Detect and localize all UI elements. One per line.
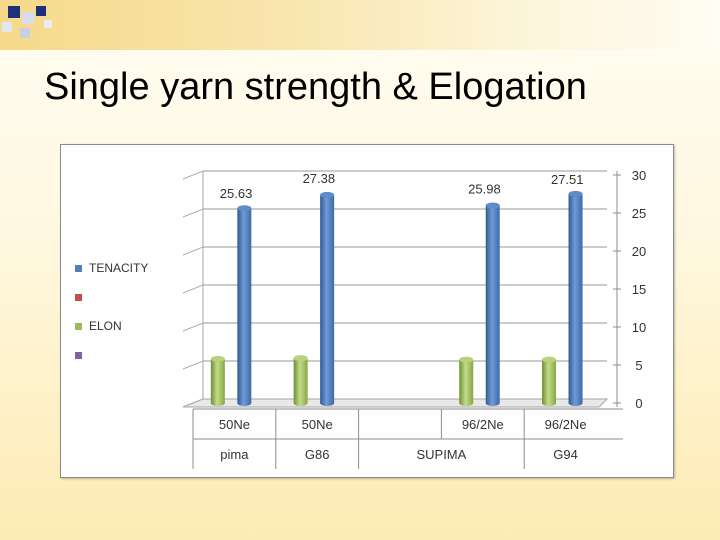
gridline-side: [182, 246, 204, 256]
gridline-side: [182, 284, 204, 294]
bar-elon: [210, 355, 225, 406]
data-label: 27.51: [551, 172, 584, 187]
x-tick-label: 96/2Ne: [462, 417, 504, 432]
gridline-side: [182, 322, 204, 332]
bar-elon: [293, 355, 308, 406]
legend-swatch: [75, 323, 82, 330]
bar-tenacity: [320, 191, 335, 406]
x-group-label: G86: [305, 447, 330, 462]
legend-swatch: [75, 352, 82, 359]
slide-title: Single yarn strength & Elogation: [44, 66, 587, 108]
x-group-label: SUPIMA: [416, 447, 466, 462]
bar-elon: [459, 356, 474, 406]
bar-tenacity: [485, 202, 500, 406]
y-tick-label: 20: [632, 244, 646, 259]
y-tick-label: 15: [632, 282, 646, 297]
y-tick-label: 0: [635, 396, 642, 411]
bar-chart: 0 5 10 15 20 25 30 25.63 27.38 25.98 27.51 50Ne 50Ne…: [182, 168, 646, 469]
x-tick-label: 50Ne: [302, 417, 333, 432]
gridline-side: [182, 208, 204, 218]
legend-item: TENACITY: [75, 261, 185, 290]
corner-decoration: [0, 0, 60, 50]
title-band: [0, 0, 720, 50]
x-group-label: G94: [553, 447, 578, 462]
chart-legend: TENACITY ELON: [75, 261, 185, 377]
legend-item: ELON: [75, 319, 185, 348]
data-label: 27.38: [303, 171, 336, 186]
bar-elon: [542, 356, 557, 406]
y-tick-label: 10: [632, 320, 646, 335]
chart-frame: 0 5 10 15 20 25 30 25.63 27.38 25.98 27.51 50Ne 50Ne…: [60, 144, 674, 478]
data-label: 25.98: [468, 182, 501, 197]
legend-item: [75, 290, 185, 319]
gridline-side: [182, 170, 204, 180]
gridline-side: [182, 360, 204, 370]
legend-label: ELON: [89, 319, 122, 333]
x-group-label: pima: [220, 447, 249, 462]
bar-tenacity: [237, 205, 252, 406]
legend-swatch: [75, 265, 82, 272]
x-tick-label: 50Ne: [219, 417, 250, 432]
legend-item: [75, 348, 185, 377]
plot-floor: [182, 398, 609, 408]
x-tick-label: 96/2Ne: [545, 417, 587, 432]
legend-label: TENACITY: [89, 261, 149, 275]
bar-tenacity: [568, 190, 583, 406]
y-tick-label: 5: [635, 358, 642, 373]
y-tick-label: 30: [632, 168, 646, 183]
legend-swatch: [75, 294, 82, 301]
y-tick-label: 25: [632, 206, 646, 221]
data-label: 25.63: [220, 186, 253, 201]
